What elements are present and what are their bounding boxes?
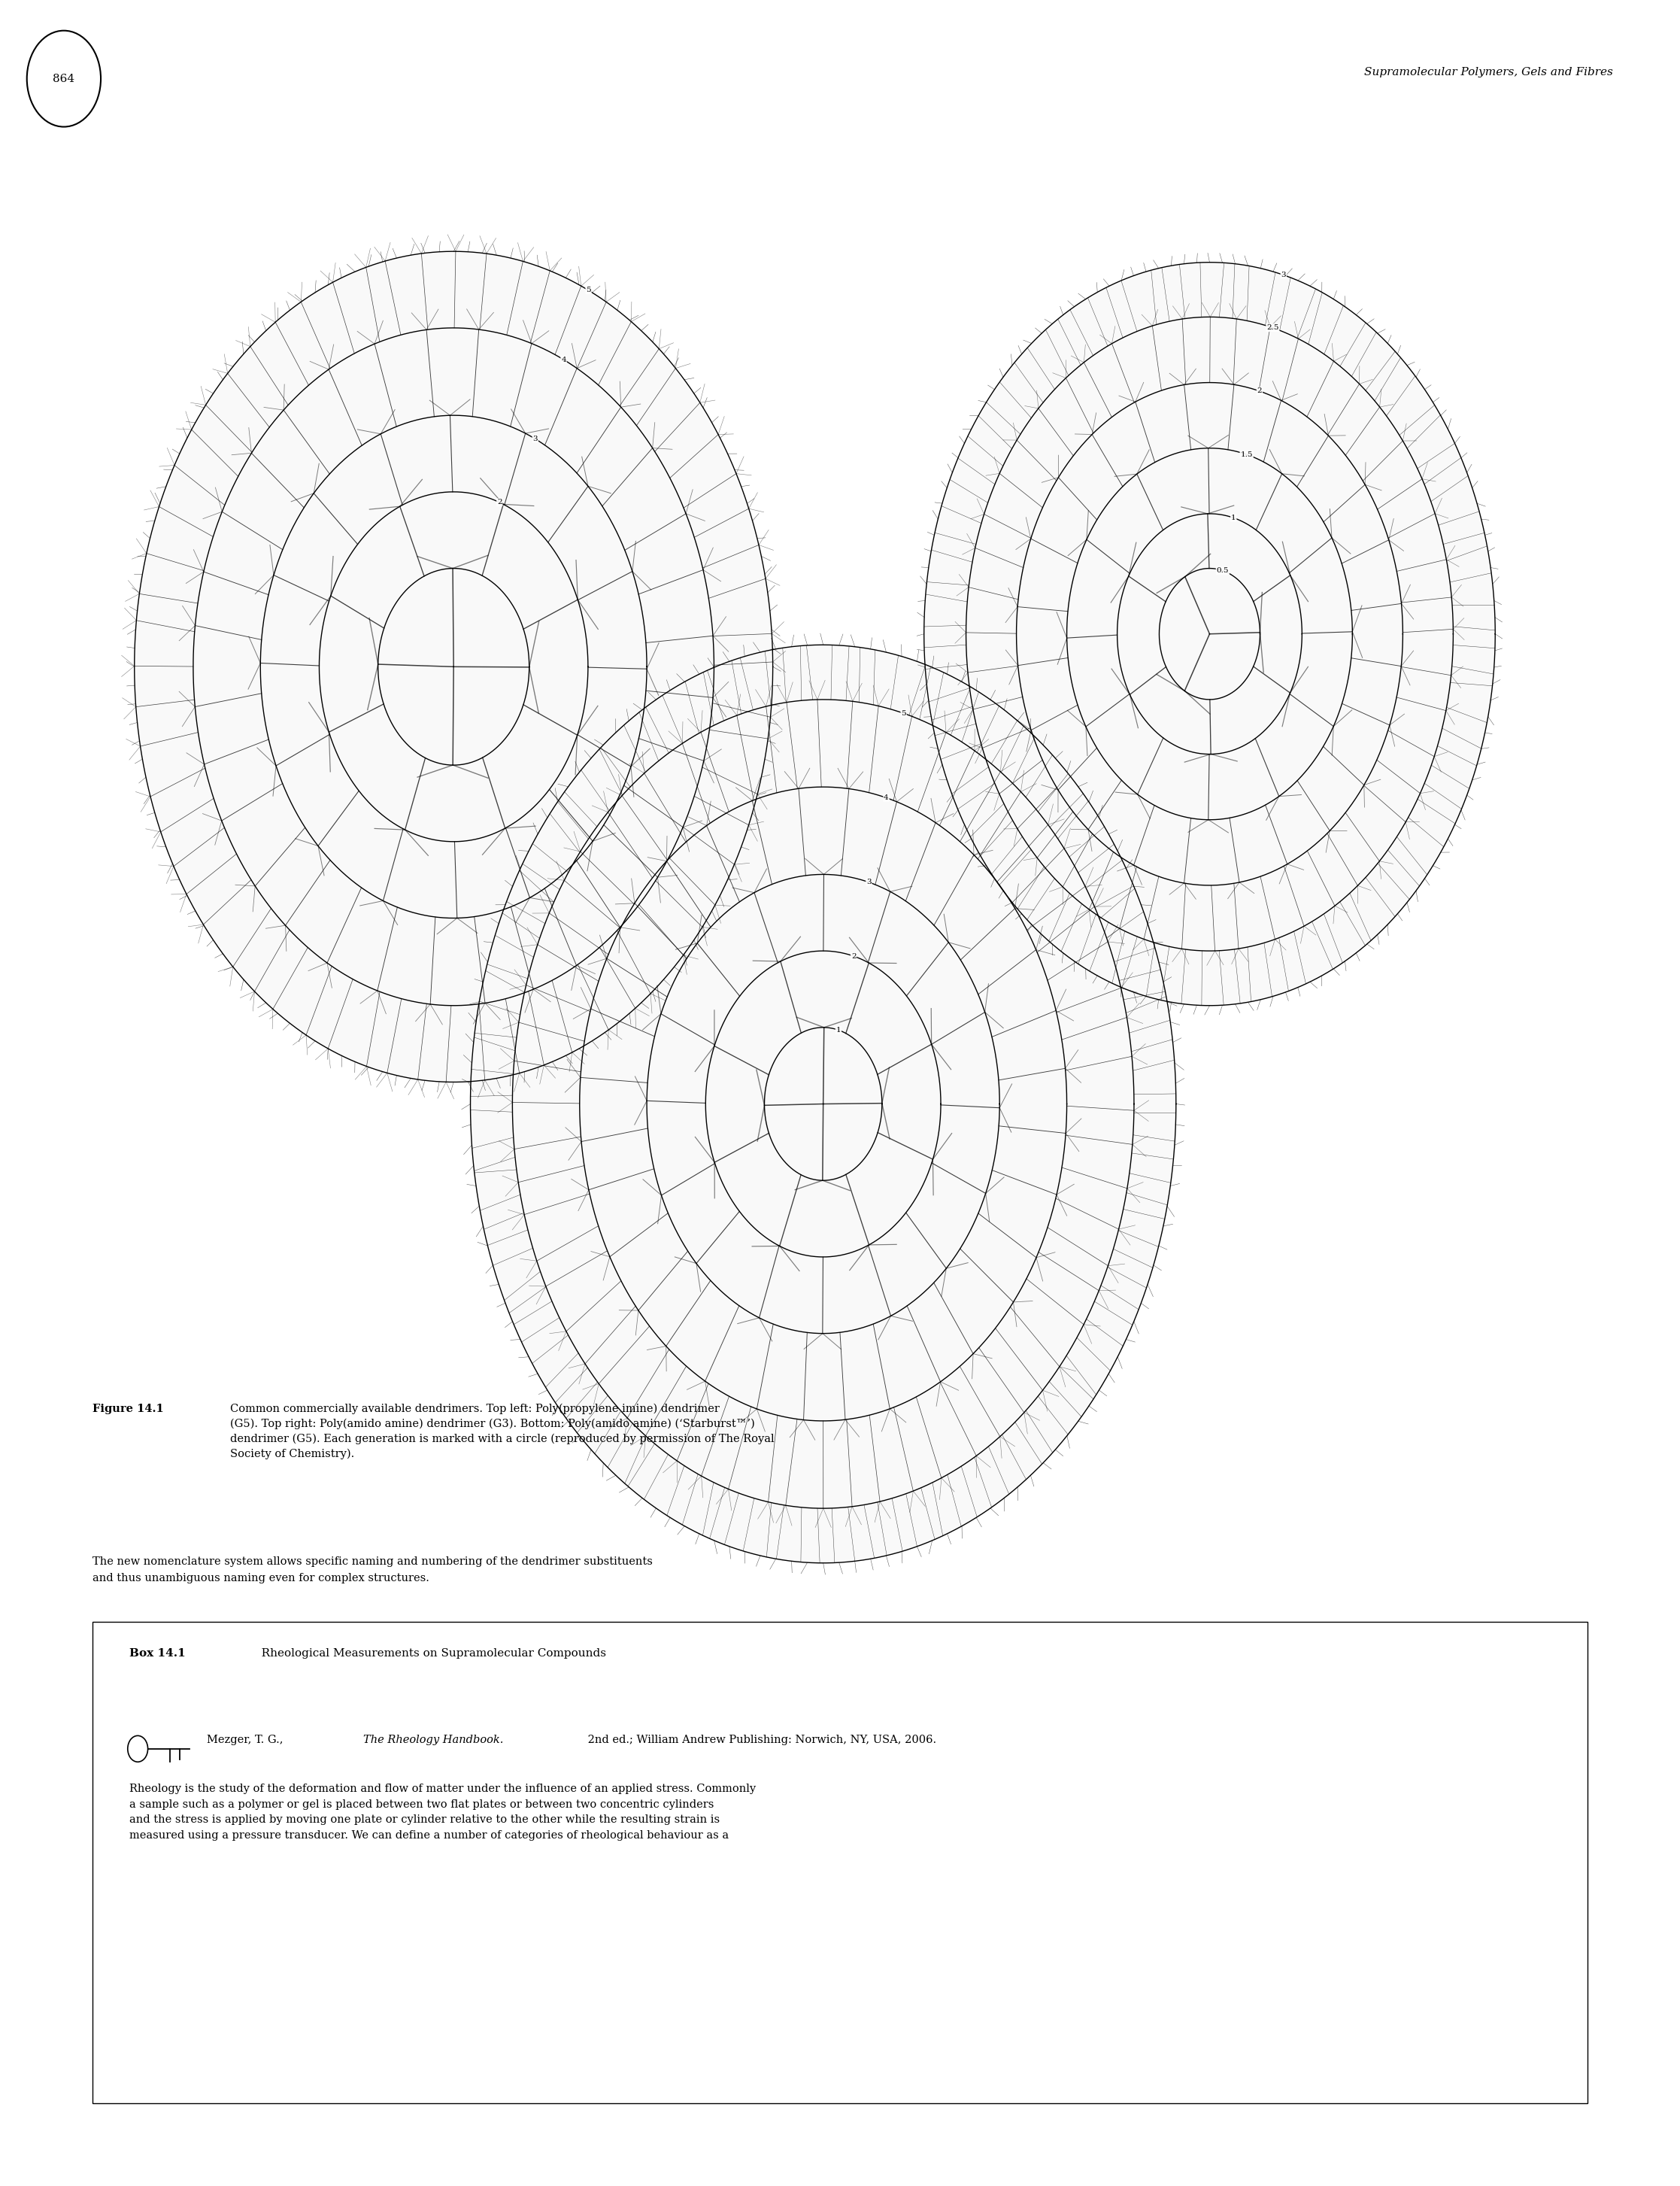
Text: 1: 1	[1231, 514, 1236, 520]
Text: Mezger, T. G.,: Mezger, T. G.,	[207, 1736, 287, 1744]
Text: 3: 3	[533, 435, 538, 442]
Polygon shape	[924, 262, 1495, 1006]
Text: The Rheology Handbook.: The Rheology Handbook.	[363, 1736, 502, 1744]
Text: 2: 2	[1257, 387, 1262, 393]
Text: 864: 864	[52, 74, 76, 83]
Text: 1.5: 1.5	[1240, 450, 1253, 457]
Text: 0.5: 0.5	[1216, 566, 1228, 575]
Text: 1: 1	[837, 1027, 842, 1034]
Text: 4: 4	[884, 794, 889, 800]
Text: 5: 5	[900, 710, 906, 717]
Text: 2: 2	[852, 953, 857, 960]
Text: Figure 14.1: Figure 14.1	[92, 1403, 163, 1414]
Polygon shape	[134, 251, 773, 1082]
Text: 2: 2	[497, 498, 502, 505]
Text: Supramolecular Polymers, Gels and Fibres: Supramolecular Polymers, Gels and Fibres	[1364, 68, 1613, 77]
Text: 3: 3	[1282, 271, 1285, 278]
Text: 3: 3	[867, 879, 872, 885]
Text: 4: 4	[561, 356, 566, 363]
Text: 2nd ed.; William Andrew Publishing: Norwich, NY, USA, 2006.: 2nd ed.; William Andrew Publishing: Norw…	[585, 1736, 937, 1744]
Text: Rheological Measurements on Supramolecular Compounds: Rheological Measurements on Supramolecul…	[250, 1648, 606, 1659]
Text: Rheology is the study of the deformation and flow of matter under the influence : Rheology is the study of the deformation…	[129, 1784, 756, 1841]
Text: The new nomenclature system allows specific naming and numbering of the dendrime: The new nomenclature system allows speci…	[92, 1556, 652, 1583]
Polygon shape	[470, 645, 1176, 1563]
Text: Common commercially available dendrimers. Top left: Poly(propylene imine) dendri: Common commercially available dendrimers…	[230, 1403, 774, 1460]
Text: 5: 5	[586, 286, 591, 293]
Text: Box 14.1: Box 14.1	[129, 1648, 185, 1659]
Text: 2.5: 2.5	[1267, 324, 1278, 330]
